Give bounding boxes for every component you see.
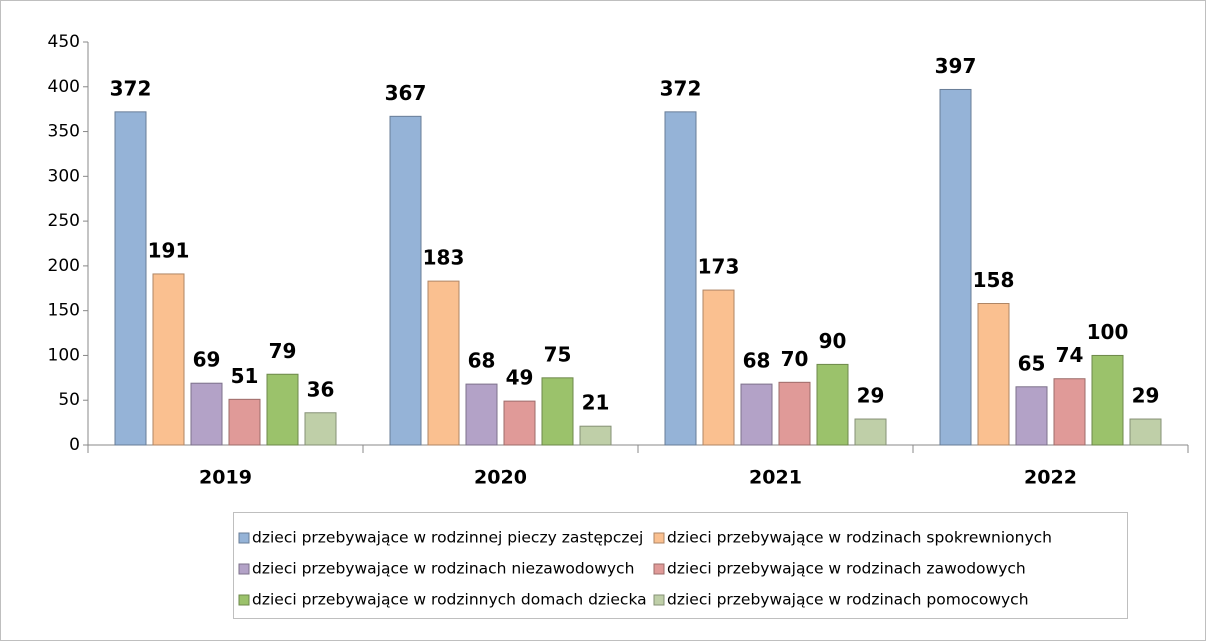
y-tick-label: 100 xyxy=(48,345,80,365)
y-tick-label: 50 xyxy=(58,390,80,410)
bar xyxy=(465,383,498,446)
value-label: 173 xyxy=(698,255,740,279)
bar xyxy=(664,111,697,446)
x-tick-label: 2022 xyxy=(1024,467,1077,489)
legend-swatch xyxy=(238,563,250,575)
bar xyxy=(541,377,574,446)
bar xyxy=(190,382,223,446)
bar xyxy=(228,398,261,446)
value-label: 49 xyxy=(506,366,534,390)
value-label: 75 xyxy=(544,342,572,366)
bar xyxy=(579,425,612,446)
bar xyxy=(977,303,1010,446)
value-label: 90 xyxy=(819,329,847,353)
bar xyxy=(1053,378,1086,446)
x-tick-label: 2020 xyxy=(474,467,527,489)
value-label: 100 xyxy=(1087,320,1129,344)
bar xyxy=(266,373,299,446)
value-label: 36 xyxy=(307,377,335,401)
value-label: 183 xyxy=(423,246,465,270)
value-label: 68 xyxy=(468,349,496,373)
legend-swatch xyxy=(653,563,665,575)
y-tick-label: 350 xyxy=(48,122,80,142)
y-tick-label: 450 xyxy=(48,32,80,52)
x-tick-label: 2019 xyxy=(199,467,252,489)
value-label: 397 xyxy=(935,54,977,78)
y-tick-label: 200 xyxy=(48,256,80,276)
bar xyxy=(1129,418,1162,446)
x-tick-label: 2021 xyxy=(749,467,802,489)
legend-swatch xyxy=(653,532,665,544)
legend-label: dzieci przebywające w rodzinach niezawod… xyxy=(252,560,634,578)
legend-box xyxy=(233,512,1128,619)
y-tick-label: 250 xyxy=(48,211,80,231)
value-label: 372 xyxy=(660,76,702,100)
bar xyxy=(503,400,536,446)
bar xyxy=(740,383,773,446)
y-tick-label: 150 xyxy=(48,301,80,321)
bar xyxy=(778,381,811,446)
bar xyxy=(304,412,337,446)
bar xyxy=(427,280,460,446)
legend-label: dzieci przebywające w rodzinach zawodowy… xyxy=(667,560,1026,578)
legend-label: dzieci przebywające w rodzinach pomocowy… xyxy=(667,591,1029,609)
value-label: 29 xyxy=(857,384,885,408)
value-label: 74 xyxy=(1056,343,1084,367)
legend-swatch xyxy=(238,532,250,544)
legend-label: dzieci przebywające w rodzinnych domach … xyxy=(252,591,647,609)
value-label: 51 xyxy=(231,364,259,388)
legend-swatch xyxy=(653,594,665,606)
bar xyxy=(389,115,422,446)
value-label: 70 xyxy=(781,347,809,371)
bar xyxy=(152,273,185,446)
y-tick-label: 300 xyxy=(48,166,80,186)
legend-label: dzieci przebywające w rodzinnej pieczy z… xyxy=(252,529,643,547)
value-label: 68 xyxy=(743,349,771,373)
legend-label: dzieci przebywające w rodzinach spokrewn… xyxy=(667,529,1052,547)
value-label: 191 xyxy=(148,238,190,262)
value-label: 21 xyxy=(582,391,610,415)
y-tick-label: 0 xyxy=(69,435,80,455)
bar xyxy=(816,363,849,446)
value-label: 372 xyxy=(110,76,152,100)
bar xyxy=(702,289,735,446)
value-label: 158 xyxy=(973,268,1015,292)
bar xyxy=(1015,386,1048,446)
legend-swatch xyxy=(238,594,250,606)
bar xyxy=(1091,354,1124,446)
value-label: 79 xyxy=(269,339,297,363)
value-label: 65 xyxy=(1018,351,1046,375)
bar xyxy=(114,111,147,446)
y-tick-label: 400 xyxy=(48,77,80,97)
bar xyxy=(939,88,972,446)
bar xyxy=(854,418,887,446)
value-label: 367 xyxy=(385,81,427,105)
value-label: 29 xyxy=(1132,384,1160,408)
value-label: 69 xyxy=(193,348,221,372)
